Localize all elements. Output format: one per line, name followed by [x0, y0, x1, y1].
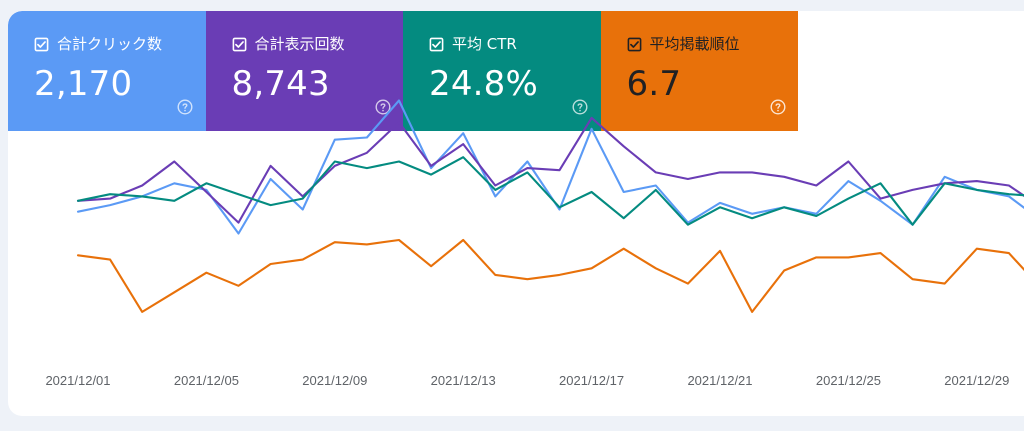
metric-label: 合計表示回数: [254, 35, 345, 53]
series-1-line: [76, 99, 1024, 235]
series-3-line: [76, 156, 1024, 226]
metric-header: 平均 CTR: [429, 33, 601, 55]
x-axis-tick-label: 2021/12/01: [45, 373, 110, 388]
metric-value: 8,743: [231, 64, 330, 104]
metric-value: 6.7: [626, 64, 682, 104]
series-4-line: [76, 238, 1024, 313]
help-circle-icon[interactable]: [374, 99, 391, 115]
metric-value: 24.8%: [429, 64, 539, 104]
metric-header: 合計クリック数: [34, 33, 206, 55]
x-axis-tick-label: 2021/12/09: [302, 373, 367, 388]
metric-average-ctr[interactable]: 平均 CTR 24.8%: [403, 11, 601, 131]
help-circle-icon[interactable]: [177, 99, 193, 115]
metric-label: 合計クリック数: [57, 35, 163, 53]
metric-header: 合計表示回数: [232, 33, 404, 55]
performance-card: 合計クリック数 2,170 合計表示回数 8,743: [8, 11, 1024, 416]
x-axis-tick-label: 2021/12/13: [431, 373, 496, 388]
metric-tiles: 合計クリック数 2,170 合計表示回数 8,743: [8, 11, 798, 131]
metric-label: 平均掲載順位: [649, 35, 740, 53]
help-circle-icon[interactable]: [769, 99, 786, 115]
performance-line-chart: 2021/12/01 2021/12/05 2021/12/09 2021/12/13…: [45, 99, 1024, 388]
checked-box-icon[interactable]: [429, 37, 444, 52]
x-axis-tick-label: 2021/12/05: [174, 373, 239, 388]
checked-box-icon[interactable]: [627, 37, 642, 52]
metric-total-impressions[interactable]: 合計表示回数 8,743: [205, 11, 404, 131]
x-axis-tick-label: 2021/12/17: [559, 373, 624, 388]
series-2-line: [76, 116, 1024, 224]
x-axis-tick-label: 2021/12/25: [816, 373, 881, 388]
metric-average-position[interactable]: 平均掲載順位 6.7: [600, 11, 799, 131]
checked-box-icon[interactable]: [232, 37, 247, 52]
metric-header: 平均掲載順位: [627, 33, 799, 55]
checked-box-icon[interactable]: [34, 37, 49, 52]
metric-total-clicks[interactable]: 合計クリック数 2,170: [8, 11, 206, 131]
metric-value: 2,170: [34, 64, 133, 104]
x-axis-tick-label: 2021/12/21: [687, 373, 752, 388]
metric-label: 平均 CTR: [452, 35, 517, 53]
help-circle-icon[interactable]: [572, 99, 588, 115]
x-axis-tick-label: 2021/12/29: [944, 373, 1009, 388]
